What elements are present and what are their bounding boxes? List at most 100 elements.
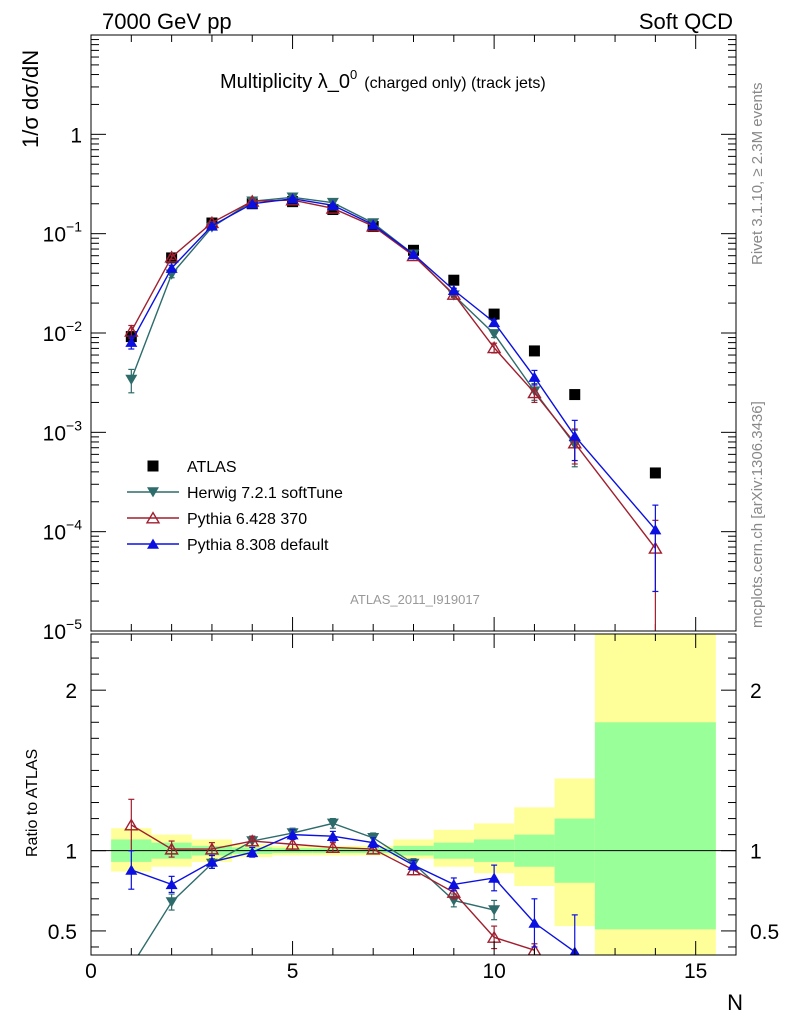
ratio-panel: 0.5 0.5 1 1 2 2 0 5 10 15 Ratio to ATLAS N [24,633,779,1015]
data-point [367,219,380,230]
data-point [165,262,178,273]
analysis-watermark: ATLAS_2011_I919017 [350,592,480,607]
legend-marker [147,487,159,498]
ratio-data-point [204,842,220,855]
main-y-tick-label: 10−5 [43,616,83,644]
main-y-tick-label: 10−2 [43,318,83,346]
ratio-data-point [488,905,501,916]
legend-entry: Herwig 7.2.1 softTune [127,485,343,502]
ratio-data-point [125,961,137,971]
ratio-plot-frame [90,633,737,956]
data-point [246,198,259,209]
series-pythia-8-308-default [125,193,662,593]
mcplots-reference-label: mcplots.cern.ch [arXiv:1306.3436] [749,401,766,628]
data-point [527,386,542,399]
ratio-series-line [131,833,576,953]
legend-entry: ATLAS [147,459,237,476]
plot-title-main: Multiplicity λ_0 [220,71,350,93]
main-y-tick-labels: 1 10−1 10−2 10−3 10−4 10−5 [43,124,83,644]
series-pythia-6-428-370 [124,193,663,631]
x-tick-label: 0 [85,960,97,983]
ratio-data-point [246,846,259,858]
plot-title: Multiplicity λ_00 (charged only) (track j… [220,67,546,93]
legend: ATLAS Herwig 7.2.1 softTune Pythia 6.428 3… [127,459,343,554]
ratio-data-point [365,842,381,855]
data-point [326,199,339,211]
data-point [649,524,662,535]
ratio-data-point [245,834,260,847]
ratio-data-point [325,840,341,853]
ratio-data-point [326,830,339,842]
data-point [568,430,581,441]
main-y-tick-label: 10−1 [43,219,83,247]
data-point [125,336,138,347]
legend-marker [147,460,159,472]
series-line-pythia-8-308-default [130,197,656,531]
x-tick-label: 15 [684,960,707,983]
main-y-tick-label: 1 [70,124,82,147]
ratio-data-point [165,897,178,908]
legend-entry: Pythia 8.308 default [127,537,329,554]
data-point [286,193,299,204]
plot-title-subtext: (charged only) (track jets) [364,75,545,92]
legend-entry: Pythia 6.428 370 [127,511,307,528]
main-axis-ticks [90,35,737,632]
header-right-label: Soft QCD [639,9,733,34]
data-point [569,389,581,401]
main-plot-frame [90,34,737,632]
main-y-tick-label: 10−4 [43,517,83,545]
data-point [488,316,501,328]
main-panel: 1 10−1 10−2 10−3 10−4 10−5 1/σ dσ/dN Multipli… [18,34,737,644]
ratio-y-tick-label-right: 2 [750,680,762,703]
data-point [448,274,460,286]
ratio-y-tick-label: 1 [65,841,77,864]
ratio-data-point [528,917,541,928]
data-point [125,374,138,385]
ratio-uncertainty-bands [111,634,716,955]
ratio-data-point [285,837,300,850]
ratio-data-point [488,872,501,883]
data-point [488,329,501,340]
ratio-series-line [137,822,495,955]
ratio-data-point [125,864,138,875]
data-point [488,308,500,320]
ratio-data-point [447,895,460,906]
data-point [649,467,661,479]
plot-title-superscript: 0 [350,67,357,82]
series-line-herwig-7-2-1-softtune [130,196,576,446]
x-tick-label: 10 [482,960,505,983]
ratio-data-point [286,829,299,840]
uncertainty-band-inner [594,722,716,930]
data-point [486,340,502,354]
legend-marker [145,511,161,524]
main-series-group [124,192,663,631]
ratio-data-point [367,837,380,848]
ratio-tick-labels: 0.5 0.5 1 1 2 2 0 5 10 15 [48,680,779,983]
ratio-y-tick-label: 0.5 [48,921,77,944]
ratio-data-point [164,842,179,855]
ratio-y-axis-label: Ratio to ATLAS [24,749,41,857]
ratio-data-point [205,856,218,867]
data-point [205,220,218,231]
legend-marker [147,538,159,549]
legend-label: ATLAS [187,459,237,476]
data-point [528,371,541,382]
ratio-y-tick-label-right: 0.5 [750,921,779,944]
ratio-data-point [165,878,178,890]
series-herwig-7-2-1-softtune [125,192,581,468]
ratio-data-point [407,859,420,870]
ratio-data-point [446,885,462,898]
data-point [407,248,420,260]
data-point [164,250,179,263]
ratio-series-pythia-8-308-default [125,829,580,955]
x-tick-label: 5 [287,960,299,983]
data-point [528,345,540,357]
ratio-y-tick-label-right: 1 [750,841,762,864]
x-axis-label: N [727,990,743,1015]
main-y-tick-label: 10−3 [43,417,83,445]
ratio-data-point [326,818,339,829]
ratio-y-tick-label: 2 [65,680,77,703]
legend-label: Herwig 7.2.1 softTune [187,485,343,502]
main-y-axis-label: 1/σ dσ/dN [18,50,43,148]
